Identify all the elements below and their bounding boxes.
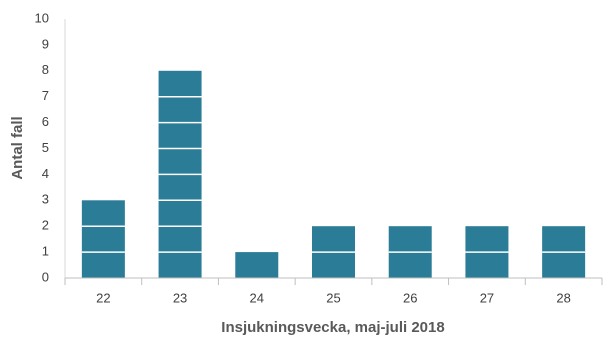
bar [81, 200, 125, 278]
x-tick-label: 23 [173, 290, 187, 305]
bar [235, 252, 279, 278]
y-tick-label: 4 [42, 166, 49, 181]
y-axis-title: Antal fall [9, 116, 26, 179]
y-tick-label: 7 [42, 88, 49, 103]
x-tick-label: 25 [326, 290, 340, 305]
x-tick-label: 26 [403, 290, 417, 305]
y-tick-label: 8 [42, 62, 49, 77]
y-tick-label: 0 [42, 269, 49, 284]
y-tick-label: 6 [42, 114, 49, 129]
y-tick-label: 2 [42, 218, 49, 233]
y-tick-label: 1 [42, 244, 49, 259]
x-axis-title: Insjukningsvecka, maj-juli 2018 [221, 319, 444, 336]
y-tick-label: 5 [42, 140, 49, 155]
y-tick-label: 9 [42, 36, 49, 51]
x-tick-label: 22 [96, 290, 110, 305]
y-tick-label: 3 [42, 192, 49, 207]
x-tick-label: 28 [556, 290, 570, 305]
x-tick-label: 27 [480, 290, 494, 305]
y-tick-label: 10 [35, 10, 49, 25]
x-tick-label: 24 [250, 290, 264, 305]
